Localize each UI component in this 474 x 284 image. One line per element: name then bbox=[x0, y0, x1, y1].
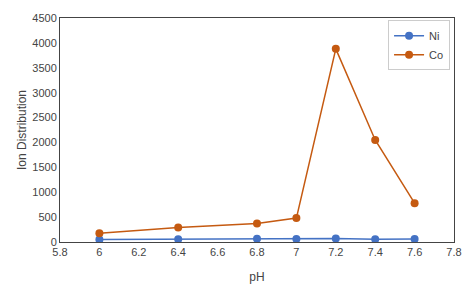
svg-text:7: 7 bbox=[293, 246, 299, 258]
svg-text:Ni: Ni bbox=[429, 30, 439, 42]
svg-text:7.4: 7.4 bbox=[368, 246, 383, 258]
svg-text:7.6: 7.6 bbox=[407, 246, 422, 258]
svg-text:6: 6 bbox=[96, 246, 102, 258]
svg-text:Co: Co bbox=[429, 49, 443, 61]
svg-text:2500: 2500 bbox=[32, 111, 56, 123]
svg-text:3500: 3500 bbox=[32, 62, 56, 74]
svg-text:500: 500 bbox=[38, 211, 56, 223]
svg-text:7.2: 7.2 bbox=[328, 246, 343, 258]
svg-text:7.8: 7.8 bbox=[446, 246, 461, 258]
svg-text:pH: pH bbox=[249, 270, 264, 284]
svg-text:5.8: 5.8 bbox=[52, 246, 67, 258]
svg-text:1000: 1000 bbox=[32, 186, 56, 198]
svg-text:0: 0 bbox=[51, 236, 57, 248]
svg-text:6.8: 6.8 bbox=[249, 246, 264, 258]
svg-text:2000: 2000 bbox=[32, 136, 56, 148]
svg-text:1500: 1500 bbox=[32, 161, 56, 173]
svg-text:6.2: 6.2 bbox=[131, 246, 146, 258]
svg-text:4000: 4000 bbox=[32, 37, 56, 49]
svg-text:6.4: 6.4 bbox=[171, 246, 186, 258]
svg-text:3000: 3000 bbox=[32, 87, 56, 99]
svg-text:4500: 4500 bbox=[32, 12, 56, 24]
svg-text:6.6: 6.6 bbox=[210, 246, 225, 258]
svg-text:Ion Distribution: Ion Distribution bbox=[15, 90, 29, 170]
